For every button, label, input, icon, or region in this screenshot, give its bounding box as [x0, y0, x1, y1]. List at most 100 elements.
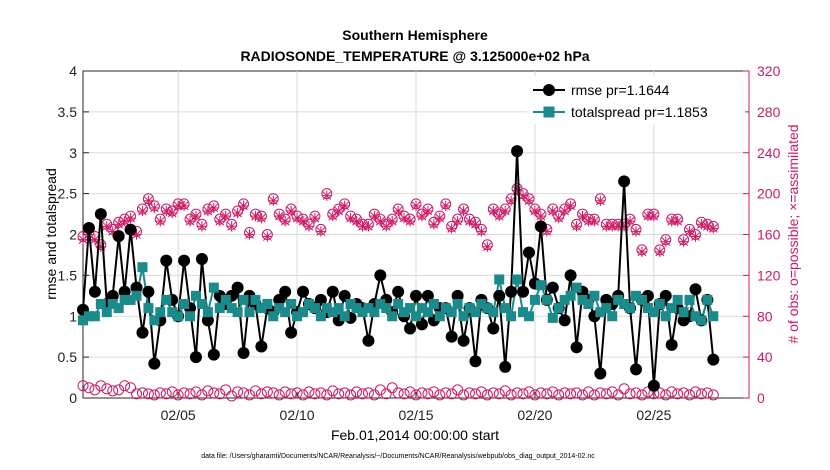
totalspread-point	[185, 311, 196, 322]
totalspread-point	[595, 307, 606, 318]
left-axis: 0 0.5 1 1.5 2 2.5 3 3.5 4	[58, 63, 89, 406]
obs-low-point	[517, 388, 529, 400]
obs-low-point	[303, 386, 315, 398]
obs-assimilated-point	[410, 200, 422, 212]
rmse-point	[338, 289, 351, 302]
totalspread-point	[268, 311, 279, 322]
rmse-point	[82, 221, 95, 234]
obs-assimilated-point	[178, 200, 190, 212]
obs-low-point	[261, 386, 273, 398]
obs-assimilated-point	[166, 207, 178, 219]
obs-low-point	[505, 389, 517, 401]
obs-low-point	[273, 389, 285, 401]
totalspread-point	[113, 303, 124, 314]
rmse-point	[237, 347, 250, 360]
rmse-point	[362, 334, 375, 347]
rmse-point	[618, 175, 631, 188]
totalspread-point	[232, 307, 243, 318]
totalspread-point	[226, 303, 237, 314]
obs-low-point	[428, 386, 440, 398]
obs-low-point	[422, 388, 434, 400]
obs-assimilated-point	[684, 226, 695, 237]
totalspread-point	[666, 303, 677, 314]
totalspread-point	[107, 298, 118, 309]
rmse-point	[124, 223, 137, 236]
obs-assimilated-point	[375, 216, 386, 227]
totalspread-point	[303, 298, 314, 309]
rmse-point	[647, 379, 660, 392]
totalspread-point	[357, 307, 368, 318]
obs-assimilated-point	[523, 195, 535, 206]
totalspread-point	[500, 303, 511, 314]
rmse-point	[534, 220, 547, 233]
obs-low-point	[255, 388, 267, 400]
obs-low-point	[582, 386, 594, 398]
rmse-point	[457, 334, 470, 347]
obs-low-point	[142, 388, 154, 400]
obs-low-point	[226, 390, 238, 402]
obs-assimilated-point	[482, 241, 493, 252]
obs-low-point	[184, 388, 196, 400]
obs-assimilated-point	[398, 212, 410, 224]
totalspread-point	[553, 303, 564, 314]
obs-assimilated-point	[345, 212, 356, 224]
totalspread-point	[345, 298, 356, 309]
obs-assimilated-point	[488, 205, 499, 217]
obs-low-point	[309, 388, 321, 400]
totalspread-point	[559, 294, 570, 305]
rmse-point	[415, 318, 428, 331]
x-axis-label: Feb.01,2014 00:00:00 start	[331, 427, 499, 443]
obs-low-point	[297, 389, 309, 401]
rmse-point	[511, 145, 524, 158]
rmse-point	[570, 341, 583, 354]
x-axis: 02/05 02/10 02/15 02/20 02/25	[161, 392, 672, 423]
rmse-point	[112, 230, 125, 243]
totalspread-point	[625, 303, 636, 314]
rmse-point	[136, 326, 149, 339]
obs-low-point	[351, 386, 363, 398]
y-tick-label: 4	[69, 63, 77, 79]
obs-low-point	[327, 385, 339, 397]
totalspread-point	[416, 303, 427, 314]
totalspread-point	[464, 303, 475, 314]
obs-assimilated-point	[256, 212, 267, 224]
obs-low-point	[410, 389, 422, 401]
x-tick-label: 02/20	[517, 407, 552, 423]
obs-assimilated-point	[565, 200, 576, 212]
obs-low-point	[594, 387, 606, 399]
obs-low-point	[131, 388, 143, 400]
obs-low-point	[148, 389, 160, 401]
obs-assimilated-point	[434, 212, 445, 224]
rmse-point	[178, 254, 191, 267]
rmse-point	[421, 289, 434, 302]
obs-low-point	[636, 389, 648, 401]
totalspread-point	[89, 311, 100, 322]
rmse-point	[314, 293, 327, 306]
obs-low-point	[244, 389, 255, 401]
rmse-point	[659, 289, 672, 302]
obs-low-point	[458, 389, 470, 401]
totalspread-point	[101, 307, 112, 318]
y-right-axis-label: # of obs: o=possible; ×=assimilated	[785, 124, 801, 343]
obs-assimilated-point	[262, 231, 273, 242]
rmse-point	[469, 355, 482, 368]
obs-assimilated-point	[268, 195, 279, 206]
totalspread-point	[202, 307, 213, 318]
rmse-point	[665, 338, 678, 351]
legend-totalspread-label: totalspread pr=1.1853	[571, 104, 708, 120]
totalspread-point	[452, 298, 463, 309]
obs-assimilated-point	[392, 205, 404, 217]
totalspread-point	[512, 274, 523, 285]
totalspread-point	[292, 311, 303, 322]
totalspread-point	[220, 294, 231, 305]
rmse-point	[487, 322, 500, 335]
totalspread-point	[78, 315, 88, 326]
totalspread-point	[571, 282, 582, 293]
rmse-point	[88, 285, 101, 298]
obs-low-point	[553, 389, 565, 401]
obs-low-point	[642, 386, 654, 398]
obs-low-point	[529, 389, 541, 401]
rmse-point	[564, 269, 577, 282]
totalspread-point	[607, 311, 618, 322]
totalspread-point	[125, 294, 136, 305]
